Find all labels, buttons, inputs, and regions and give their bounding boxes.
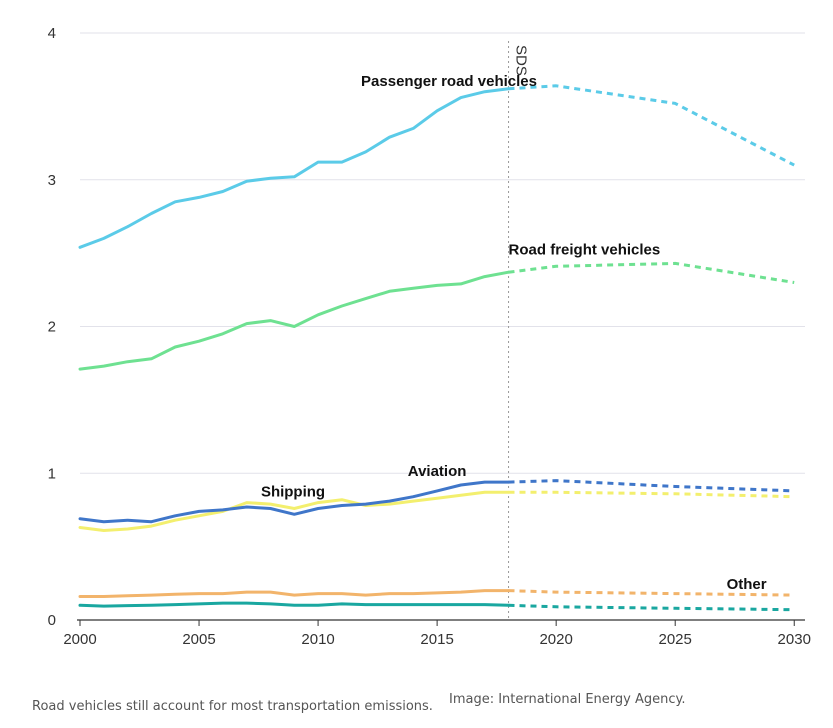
- passenger-road-vehicles-historical-line: [78, 87, 510, 249]
- series-lines: [78, 84, 795, 612]
- y-tick-label: 1: [48, 465, 56, 482]
- x-tick-label: 2020: [539, 631, 572, 648]
- shipping-label: Shipping: [261, 484, 325, 501]
- emissions-line-chart: 0 1 2 3 4 2000 2005 2010 2015 2020 2025 2030 SDS P…: [48, 25, 811, 648]
- other-historical-line: [78, 601, 510, 608]
- y-tick-label: 0: [48, 612, 56, 629]
- y-tick-label: 4: [48, 25, 56, 42]
- other-projection-line: [508, 603, 795, 612]
- x-tick-label: 2030: [778, 631, 811, 648]
- figure-caption: Road vehicles still account for most tra…: [32, 699, 433, 714]
- road-freight-vehicles-historical-line: [78, 270, 510, 371]
- x-tick-label: 2025: [659, 631, 692, 648]
- shipping-historical-line: [78, 490, 510, 532]
- x-axis: 2000 2005 2010 2015 2020 2025 2030: [63, 619, 811, 648]
- sds-label: SDS: [513, 45, 530, 76]
- series-labels: Passenger road vehicles Road freight vehi…: [261, 73, 767, 593]
- passenger-road-vehicles-projection-line: [508, 84, 795, 167]
- y-tick-label: 3: [48, 172, 56, 189]
- y-axis-ticks: 0 1 2 3 4: [48, 25, 56, 629]
- x-tick-label: 2010: [301, 631, 334, 648]
- x-tick-label: 2015: [420, 631, 453, 648]
- sds-marker: SDS: [508, 41, 530, 620]
- x-tick-label: 2005: [182, 631, 215, 648]
- passenger-road-vehicles-label: Passenger road vehicles: [361, 73, 537, 90]
- other-label: Other: [727, 576, 767, 593]
- image-credit: Image: International Energy Agency.: [449, 692, 686, 707]
- y-tick-label: 2: [48, 319, 56, 336]
- road-freight-vehicles-projection-line: [508, 261, 795, 284]
- gridlines: [80, 32, 805, 474]
- unlabeled-series-4-projection-line: [508, 589, 795, 597]
- road-freight-vehicles-label: Road freight vehicles: [509, 242, 661, 259]
- shipping-projection-line: [508, 490, 795, 499]
- aviation-label: Aviation: [408, 463, 467, 480]
- aviation-projection-line: [508, 479, 795, 493]
- x-tick-label: 2000: [63, 631, 96, 648]
- unlabeled-series-4-historical-line: [78, 589, 510, 598]
- aviation-historical-line: [78, 480, 510, 524]
